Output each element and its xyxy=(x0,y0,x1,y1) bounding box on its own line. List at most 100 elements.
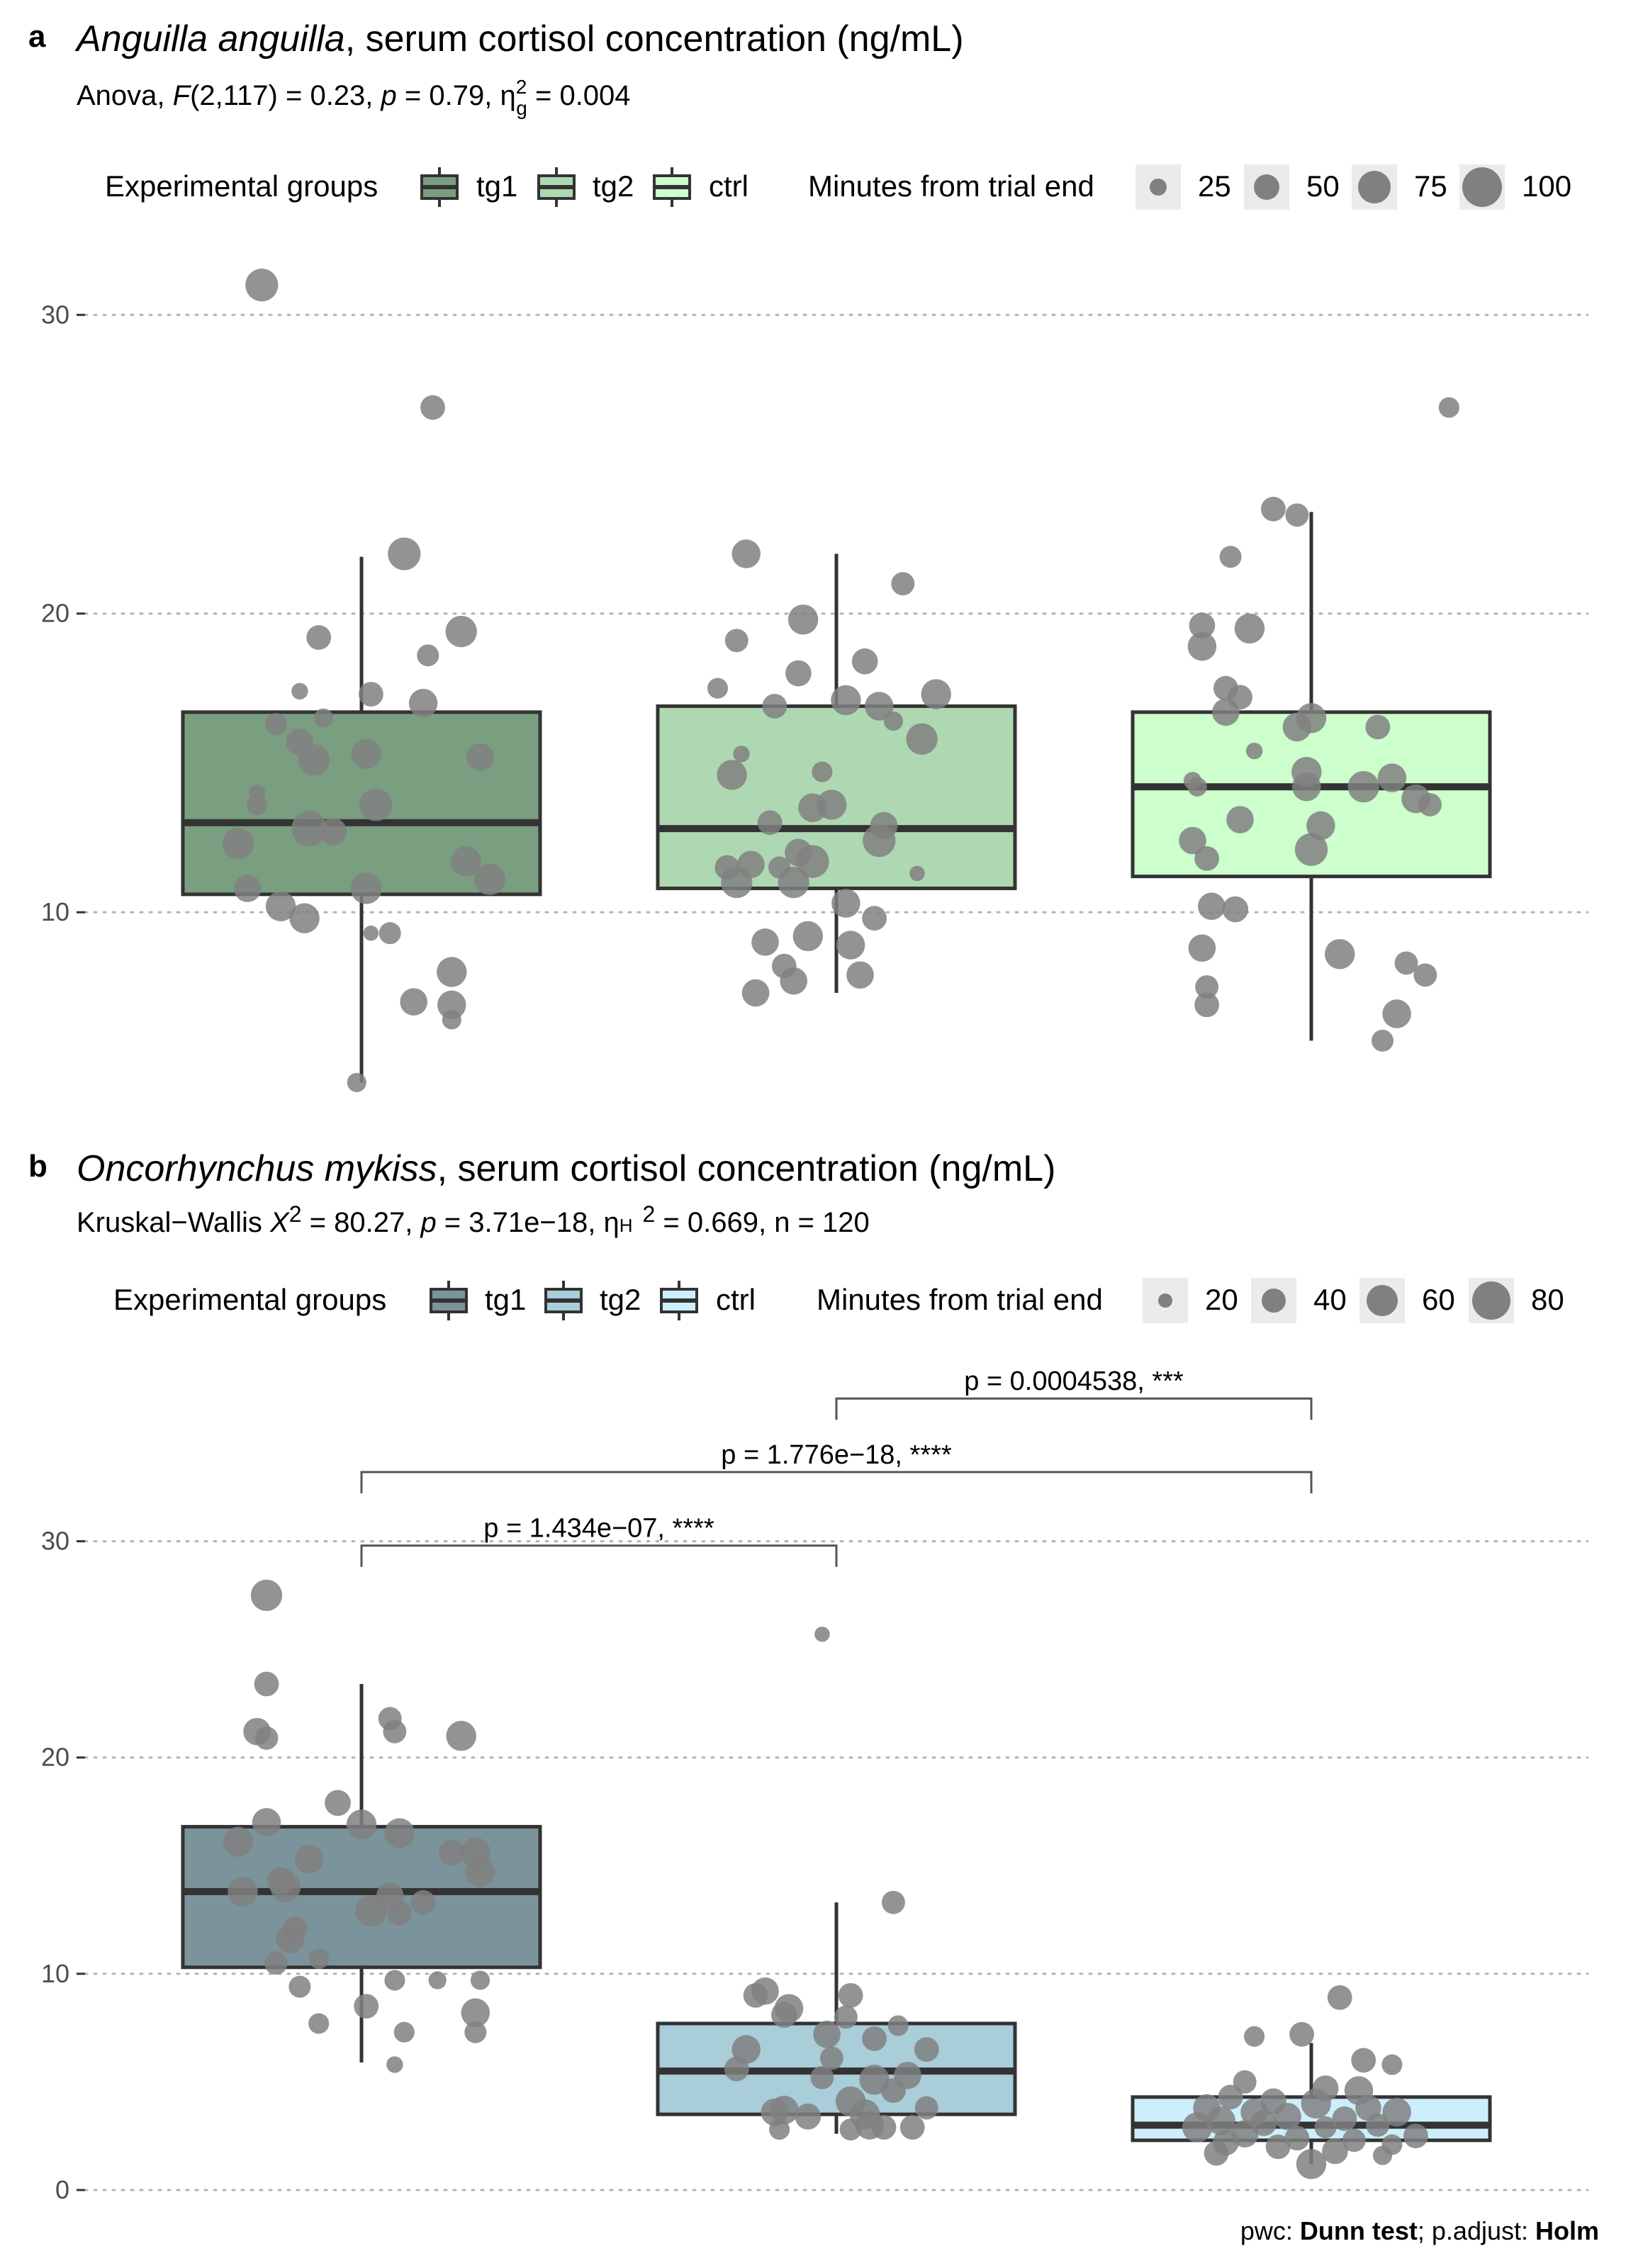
data-point xyxy=(1189,612,1216,639)
data-point xyxy=(743,1982,768,2008)
data-point xyxy=(1244,2026,1265,2047)
y-tick-label: 30 xyxy=(41,1527,69,1556)
data-point xyxy=(792,921,824,952)
data-point xyxy=(393,2021,415,2043)
data-point xyxy=(914,2096,938,2120)
data-point xyxy=(254,1726,279,1750)
stat-prefix: Kruskal−Wallis xyxy=(77,1207,270,1238)
data-point xyxy=(1382,2097,1411,2127)
data-point xyxy=(354,1994,379,2019)
data-point xyxy=(276,1924,305,1954)
panel-a-title-rest: , serum cortisol concentration (ng/mL) xyxy=(345,18,964,60)
data-point xyxy=(796,845,829,878)
data-point xyxy=(831,685,861,716)
y-tick-label: 20 xyxy=(41,599,69,628)
data-point xyxy=(442,1010,461,1030)
data-point xyxy=(863,824,896,858)
data-point xyxy=(245,269,279,302)
data-point xyxy=(264,1951,288,1975)
data-point xyxy=(757,810,783,836)
data-point xyxy=(233,875,262,902)
data-point xyxy=(470,1970,490,1990)
data-point xyxy=(363,925,379,941)
data-point xyxy=(1218,2084,1243,2110)
data-point xyxy=(770,2002,797,2028)
panel-a-letter: a xyxy=(28,19,46,54)
panel-a-species: Anguilla anguilla xyxy=(74,18,345,60)
data-point xyxy=(387,1901,412,1926)
legend-label-tg2: tg2 xyxy=(600,1283,641,1316)
legend-key-tg1 xyxy=(420,167,459,207)
legend-size-label: 20 xyxy=(1205,1283,1238,1316)
data-point xyxy=(881,1890,905,1914)
legend-size-label: 60 xyxy=(1422,1283,1455,1316)
data-point xyxy=(1188,934,1216,962)
data-point xyxy=(1301,2088,1331,2119)
stat-xval: = 80.27, xyxy=(302,1207,421,1238)
data-point xyxy=(386,2056,403,2073)
data-point xyxy=(438,1839,465,1866)
data-point xyxy=(795,2103,822,2130)
data-point xyxy=(1394,951,1418,975)
legend-label-ctrl: ctrl xyxy=(709,169,748,203)
bracket-label: p = 0.0004538, *** xyxy=(964,1366,1184,1396)
data-point xyxy=(813,2021,841,2048)
legend-size-label: 75 xyxy=(1414,169,1447,203)
stat-eta-val: = 0.669, n = 120 xyxy=(655,1207,869,1238)
data-point xyxy=(1194,992,1219,1018)
data-point xyxy=(787,604,819,635)
data-point xyxy=(451,846,481,877)
legend-groups-title: Experimental groups xyxy=(105,169,378,203)
data-point xyxy=(265,891,296,921)
data-point xyxy=(731,2035,761,2064)
data-point xyxy=(1418,792,1442,816)
significance-bracket xyxy=(360,1471,1313,1493)
data-point xyxy=(1285,503,1309,527)
data-point xyxy=(741,979,770,1007)
data-point xyxy=(420,395,445,420)
legend-key-tg2 xyxy=(537,167,576,207)
data-point xyxy=(812,761,833,782)
data-point xyxy=(865,692,894,721)
y-tick-label: 30 xyxy=(41,300,69,329)
stat-eta: η xyxy=(500,80,515,111)
data-point xyxy=(871,2115,897,2140)
stat-pval: = 3.71e−18, xyxy=(437,1207,604,1238)
data-point xyxy=(1438,397,1459,418)
data-point xyxy=(388,537,421,571)
data-point xyxy=(308,1948,330,1970)
data-point xyxy=(445,615,477,648)
data-point xyxy=(1187,777,1207,797)
data-point xyxy=(798,793,827,822)
data-point xyxy=(1413,963,1437,987)
data-point xyxy=(1234,613,1265,644)
data-point xyxy=(1292,772,1321,802)
y-tick-label: 10 xyxy=(41,897,69,926)
data-point xyxy=(1289,2021,1314,2047)
data-point xyxy=(1198,892,1226,921)
data-point xyxy=(313,708,333,728)
legend-size-dot xyxy=(1150,179,1167,196)
caption-pwc: pwc: Dunn test; p.adjust: Holm xyxy=(1240,2216,1599,2245)
legend-label-tg2: tg2 xyxy=(593,169,634,203)
y-tick-label: 20 xyxy=(41,1743,69,1772)
data-point xyxy=(223,1826,253,1857)
data-point xyxy=(906,723,938,755)
data-point xyxy=(446,1721,476,1751)
data-point xyxy=(724,2056,749,2082)
legend-size-dot xyxy=(1158,1293,1172,1308)
data-point xyxy=(909,865,925,882)
data-point xyxy=(1372,1029,1394,1052)
data-point xyxy=(291,683,308,700)
data-point xyxy=(819,2046,843,2070)
data-point xyxy=(437,990,466,1020)
caption-pwc-method: Dunn test xyxy=(1300,2216,1418,2245)
bracket-label: p = 1.776e−18, **** xyxy=(721,1440,952,1470)
data-point xyxy=(247,794,268,815)
data-point xyxy=(839,2118,862,2141)
stat-eta-sub: H xyxy=(619,1215,633,1236)
stat-eta-sub: g xyxy=(516,97,527,119)
data-point xyxy=(346,1809,377,1840)
data-point xyxy=(319,818,347,846)
